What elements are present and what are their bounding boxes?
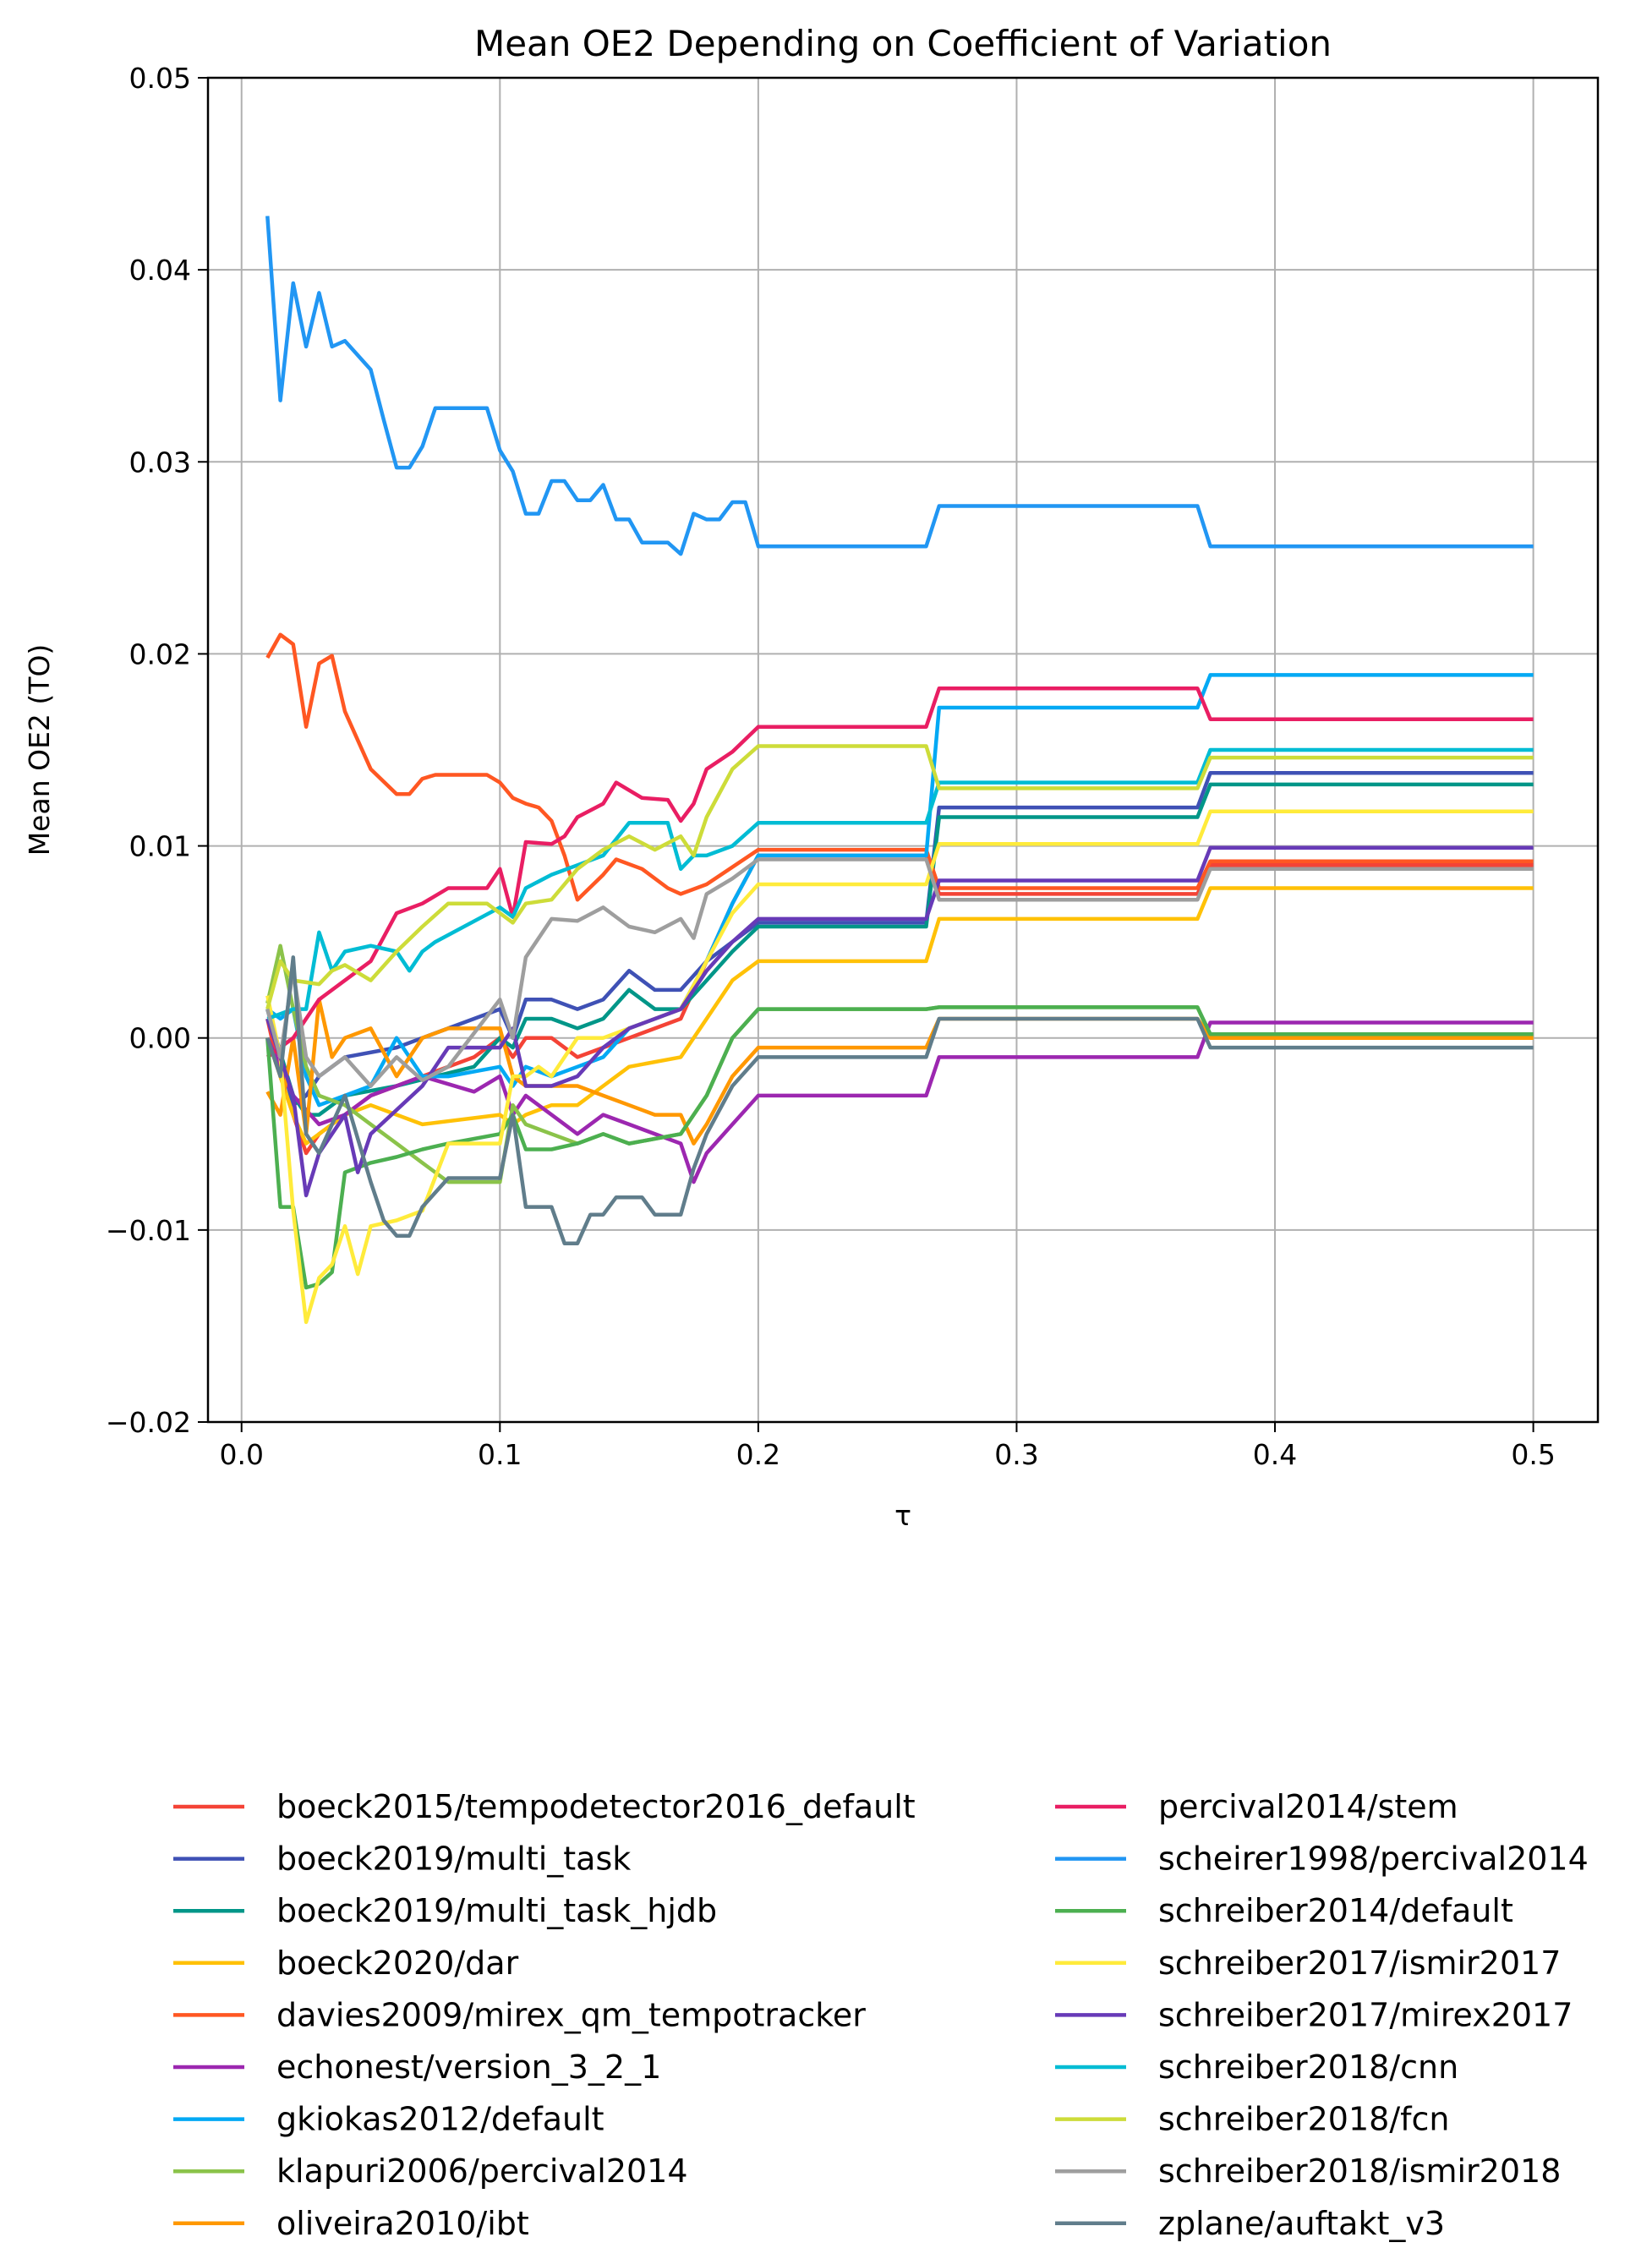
legend-entry: zplane/auftakt_v3 — [1158, 2205, 1445, 2242]
plot-lines — [265, 216, 1534, 1325]
x-tick-label: 0.1 — [478, 1438, 522, 1471]
y-tick-label: 0.02 — [129, 637, 191, 670]
y-tick-label: 0.04 — [129, 254, 191, 287]
legend-entry: percival2014/stem — [1158, 1788, 1458, 1825]
x-axis-label: τ — [894, 1499, 911, 1532]
y-tick-label: 0.03 — [129, 446, 191, 479]
legend-entry: schreiber2014/default — [1158, 1892, 1513, 1929]
legend-entry: scheirer1998/percival2014 — [1158, 1841, 1589, 1878]
series-line-15 — [265, 744, 1534, 1010]
series-line-3 — [265, 886, 1534, 1146]
legend-entry: boeck2020/dar — [276, 1944, 519, 1982]
series-line-11 — [265, 1005, 1534, 1290]
legend-entry: boeck2015/tempodetector2016_default — [276, 1788, 916, 1825]
series-line-14 — [266, 747, 1534, 1021]
legend-entry: oliveira2010/ibt — [276, 2205, 529, 2242]
legend-entry: gkiokas2012/default — [276, 2101, 604, 2138]
legend-entry: echonest/version_3_2_1 — [276, 2048, 661, 2086]
legend-entry: klapuri2006/percival2014 — [276, 2152, 688, 2190]
plot-frame — [206, 76, 1600, 1424]
series-line-10 — [265, 216, 1534, 556]
x-tick-label: 0.4 — [1253, 1438, 1297, 1471]
y-tick-label: 0.05 — [129, 62, 191, 95]
y-tick-label: −0.01 — [106, 1214, 191, 1247]
x-axis: 0.0 0.1 0.2 0.3 0.4 0.5 — [219, 1422, 1556, 1471]
legend-entry: boeck2019/multi_task — [276, 1841, 631, 1878]
series-line-4 — [265, 632, 1534, 902]
y-axis-label: Mean OE2 (TO) — [23, 644, 56, 856]
series-line-6 — [265, 673, 1534, 1108]
x-tick-label: 0.5 — [1511, 1438, 1555, 1471]
x-tick-label: 0.0 — [219, 1438, 263, 1471]
legend-entry: schreiber2017/ismir2017 — [1158, 1944, 1561, 1982]
series-line-17 — [265, 955, 1534, 1246]
legend-entry: schreiber2018/cnn — [1158, 2048, 1458, 2086]
series-line-5 — [265, 1020, 1534, 1184]
y-tick-label: 0.00 — [129, 1022, 191, 1055]
legend: boeck2015/tempodetector2016_defaultboeck… — [173, 1788, 1589, 2242]
chart-title: Mean OE2 Depending on Coefficient of Var… — [474, 23, 1332, 64]
y-axis: −0.02 −0.01 0.00 0.01 0.02 0.03 0.04 0.05 — [106, 62, 208, 1439]
legend-entry: schreiber2017/mirex2017 — [1158, 1996, 1573, 2033]
y-tick-label: 0.01 — [129, 830, 191, 863]
legend-entry: schreiber2018/ismir2018 — [1158, 2152, 1561, 2190]
series-line-12 — [265, 809, 1534, 1325]
series-line-9 — [265, 686, 1534, 1059]
x-tick-label: 0.3 — [994, 1438, 1038, 1471]
x-tick-label: 0.2 — [736, 1438, 780, 1471]
legend-entry: boeck2019/multi_task_hjdb — [276, 1892, 717, 1929]
legend-entry: schreiber2018/fcn — [1158, 2101, 1450, 2138]
legend-entry: davies2009/mirex_qm_tempotracker — [276, 1996, 866, 2033]
y-tick-label: −0.02 — [106, 1406, 191, 1439]
series-line-13 — [265, 845, 1534, 1198]
series-line-16 — [265, 857, 1534, 1088]
